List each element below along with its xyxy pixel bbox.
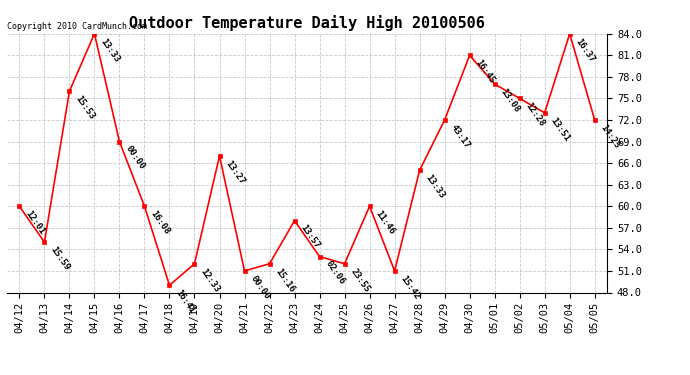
Text: 13:08: 13:08 bbox=[499, 87, 522, 114]
Text: 13:33: 13:33 bbox=[424, 173, 446, 200]
Title: Outdoor Temperature Daily High 20100506: Outdoor Temperature Daily High 20100506 bbox=[129, 15, 485, 31]
Text: 12:28: 12:28 bbox=[524, 101, 546, 128]
Text: 16:08: 16:08 bbox=[148, 209, 171, 236]
Text: 15:16: 15:16 bbox=[274, 267, 297, 294]
Text: 13:33: 13:33 bbox=[99, 36, 121, 64]
Text: 13:57: 13:57 bbox=[299, 224, 322, 251]
Text: 15:53: 15:53 bbox=[74, 94, 97, 121]
Text: 12:01: 12:01 bbox=[23, 209, 46, 236]
Text: 11:46: 11:46 bbox=[374, 209, 397, 236]
Text: 02:06: 02:06 bbox=[324, 260, 346, 286]
Text: 00:00: 00:00 bbox=[248, 274, 271, 301]
Text: Copyright 2010 CardMunch.com: Copyright 2010 CardMunch.com bbox=[7, 22, 147, 31]
Text: 13:27: 13:27 bbox=[224, 159, 246, 186]
Text: 00:00: 00:00 bbox=[124, 144, 146, 171]
Text: 43:17: 43:17 bbox=[448, 123, 471, 150]
Text: 16:45: 16:45 bbox=[474, 58, 497, 85]
Text: 16:37: 16:37 bbox=[574, 36, 597, 64]
Text: 15:42: 15:42 bbox=[399, 274, 422, 301]
Text: 14:25: 14:25 bbox=[599, 123, 622, 150]
Text: 23:55: 23:55 bbox=[348, 267, 371, 294]
Text: 13:51: 13:51 bbox=[549, 116, 571, 143]
Text: 15:59: 15:59 bbox=[48, 245, 71, 272]
Text: 12:33: 12:33 bbox=[199, 267, 221, 294]
Text: 16:41: 16:41 bbox=[174, 288, 197, 315]
